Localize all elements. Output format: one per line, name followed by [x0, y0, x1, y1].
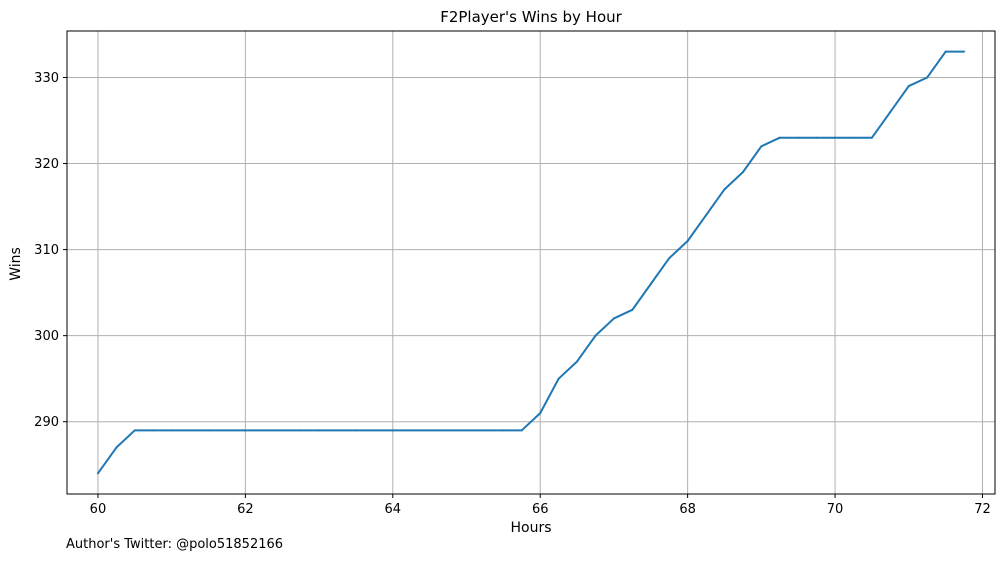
wins-data-point: [354, 429, 357, 432]
wins-data-point: [281, 429, 284, 432]
x-tick-label: 70: [827, 502, 844, 517]
wins-data-point: [133, 429, 136, 432]
y-tick-label: 290: [34, 415, 59, 430]
x-tick-label: 60: [90, 502, 107, 517]
x-axis-label: Hours: [510, 520, 551, 536]
wins-data-point: [502, 429, 505, 432]
wins-data-point: [649, 283, 652, 286]
y-tick-label: 300: [34, 329, 59, 344]
wins-data-point: [318, 429, 321, 432]
wins-data-point: [760, 145, 763, 148]
author-credit: Author's Twitter: @polo51852166: [66, 537, 284, 552]
wins-data-point: [373, 429, 376, 432]
wins-data-point: [815, 136, 818, 139]
wins-data-point: [668, 257, 671, 260]
wins-data-point: [465, 429, 468, 432]
wins-data-point: [963, 50, 966, 53]
wins-data-point: [852, 136, 855, 139]
chart-title: F2Player's Wins by Hour: [440, 8, 622, 26]
wins-data-point: [631, 308, 634, 311]
wins-data-point: [778, 136, 781, 139]
wins-data-point: [797, 136, 800, 139]
wins-data-point: [834, 136, 837, 139]
wins-data-point: [428, 429, 431, 432]
wins-data-point: [539, 412, 542, 415]
wins-data-point: [207, 429, 210, 432]
wins-data-point: [907, 85, 910, 88]
wins-data-point: [576, 360, 579, 363]
axes-frame: [66, 30, 996, 495]
wins-data-point: [870, 136, 873, 139]
wins-data-point: [96, 472, 99, 475]
wins-data-point: [594, 334, 597, 337]
wins-data-point: [705, 214, 708, 217]
y-tick-label: 330: [34, 71, 59, 86]
wins-data-point: [723, 188, 726, 191]
x-tick-label: 64: [385, 502, 402, 517]
wins-data-point: [262, 429, 265, 432]
wins-series-line: [97, 50, 965, 474]
wins-data-point: [612, 317, 615, 320]
y-tick-label: 310: [34, 243, 59, 258]
ticks: 60 62 64 66 68 70 72 290 300 310 320 330: [34, 71, 991, 517]
x-tick-label: 66: [532, 502, 549, 517]
wins-data-point: [483, 429, 486, 432]
wins-data-point: [391, 429, 394, 432]
wins-data-point: [152, 429, 155, 432]
wins-data-point: [741, 171, 744, 174]
wins-data-point: [299, 429, 302, 432]
wins-data-point: [447, 429, 450, 432]
wins-data-point: [557, 377, 560, 380]
series-layer: [96, 50, 966, 475]
x-tick-label: 72: [974, 502, 991, 517]
wins-data-point: [926, 76, 929, 79]
y-tick-label: 320: [34, 157, 59, 172]
wins-data-point: [170, 429, 173, 432]
wins-data-point: [189, 429, 192, 432]
wins-data-point: [115, 446, 118, 449]
wins-data-point: [225, 429, 228, 432]
y-axis-label: Wins: [8, 247, 24, 281]
wins-data-point: [410, 429, 413, 432]
wins-data-point: [244, 429, 247, 432]
wins-data-point: [944, 50, 947, 53]
wins-data-point: [889, 110, 892, 113]
wins-data-point: [336, 429, 339, 432]
grid-lines: [67, 31, 995, 494]
wins-data-point: [520, 429, 523, 432]
x-tick-label: 68: [679, 502, 696, 517]
x-tick-label: 62: [237, 502, 254, 517]
wins-data-point: [686, 239, 689, 242]
